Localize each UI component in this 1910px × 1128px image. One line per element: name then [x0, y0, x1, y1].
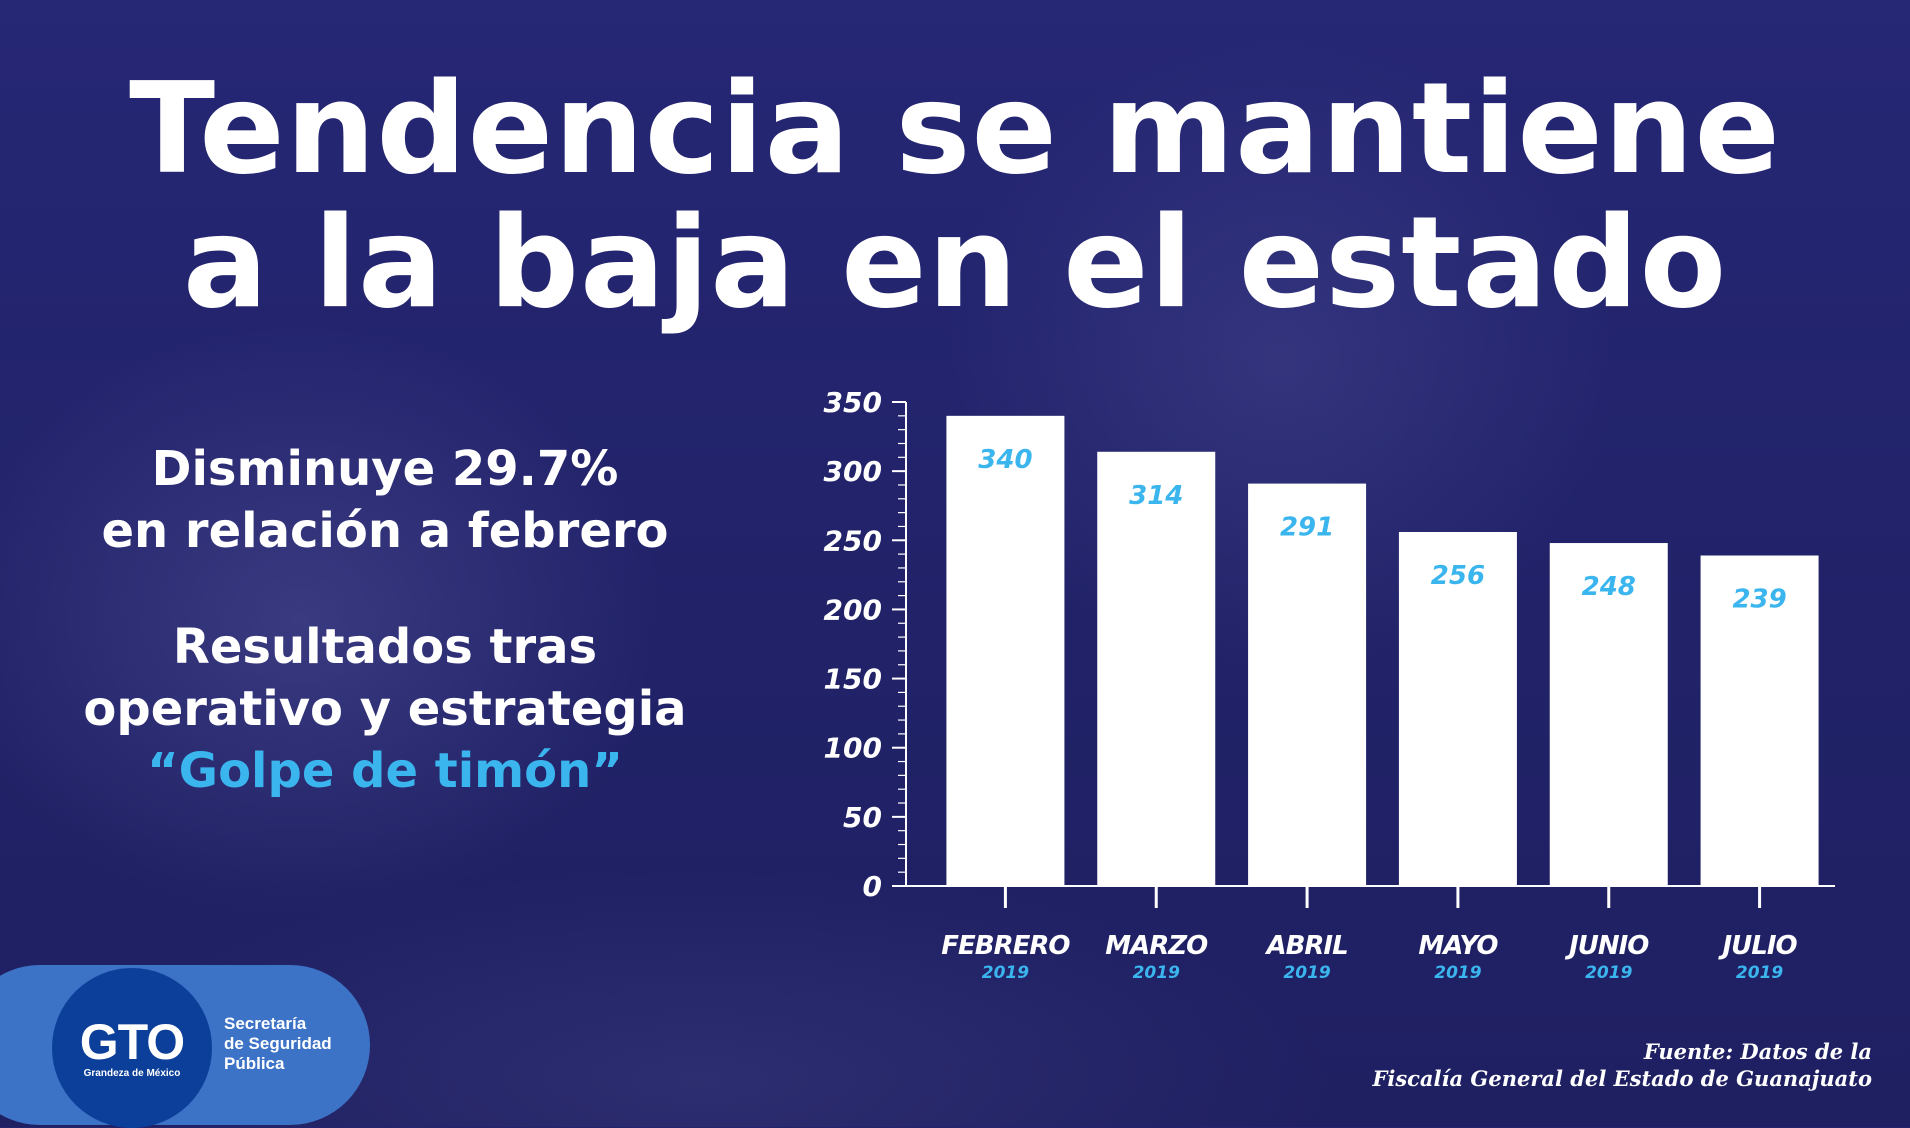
bar	[1398, 531, 1517, 886]
page-title: Tendencia se mantiene a la baja en el es…	[0, 62, 1910, 330]
x-year-label: 2019	[982, 963, 1029, 983]
x-category-label: FEBRERO	[941, 931, 1070, 961]
y-tick-label: 150	[824, 663, 882, 696]
gto-logo-circle	[52, 968, 212, 1128]
x-year-label: 2019	[1283, 963, 1330, 983]
x-category-label: MAYO	[1418, 931, 1498, 961]
source-line-2: Fiscalía General del Estado de Guanajuat…	[1372, 1066, 1872, 1091]
x-year-label: 2019	[1133, 963, 1180, 983]
agency-line-2: de Seguridad	[224, 1034, 332, 1053]
bar	[1549, 543, 1668, 886]
results-statement: Resultados tras operativo y estrategia “…	[60, 616, 710, 802]
agency-line-1: Secretaría	[224, 1014, 307, 1033]
y-tick-label: 100	[824, 732, 882, 765]
bar-value-label: 314	[1129, 481, 1183, 511]
x-year-label: 2019	[1434, 963, 1481, 983]
bar	[1700, 555, 1819, 886]
title-line-1: Tendencia se mantiene	[129, 55, 1781, 202]
x-category-label: MARZO	[1105, 931, 1208, 961]
bar-value-label: 256	[1431, 561, 1485, 591]
agency-line-3: Pública	[224, 1054, 285, 1073]
decrease-line-1: Disminuye 29.7%	[151, 441, 619, 497]
x-category-label: JUNIO	[1564, 931, 1649, 961]
y-tick-label: 50	[843, 801, 882, 834]
agency-name: Secretaría de Seguridad Pública	[224, 1014, 332, 1074]
bar	[946, 415, 1065, 886]
decrease-line-2: en relación a febrero	[101, 503, 669, 559]
strategy-name: “Golpe de timón”	[147, 743, 623, 799]
y-tick-label: 0	[863, 870, 882, 903]
y-tick-label: 350	[824, 386, 882, 419]
bar-value-label: 239	[1732, 584, 1786, 614]
results-line-2: operativo y estrategia	[83, 681, 687, 737]
y-tick-label: 200	[824, 593, 882, 626]
x-category-label: JULIO	[1718, 931, 1798, 961]
bar-value-label: 248	[1582, 572, 1636, 602]
source-note: Fuente: Datos de la Fiscalía General del…	[1372, 1038, 1872, 1092]
gto-logo: GTO	[79, 1014, 185, 1070]
decrease-statement: Disminuye 29.7% en relación a febrero	[60, 438, 710, 562]
x-category-label: ABRIL	[1264, 931, 1347, 961]
bar	[1248, 483, 1367, 886]
y-tick-label: 250	[824, 524, 882, 557]
bar-value-label: 340	[978, 445, 1032, 475]
x-year-label: 2019	[1585, 963, 1632, 983]
y-tick-label: 300	[824, 455, 882, 488]
bar	[1097, 451, 1216, 886]
results-line-1: Resultados tras	[172, 619, 598, 675]
gto-tagline: Grandeza de México	[83, 1068, 181, 1079]
title-line-2: a la baja en el estado	[182, 189, 1728, 336]
x-year-label: 2019	[1736, 963, 1783, 983]
bar-value-label: 291	[1280, 513, 1334, 543]
source-line-1: Fuente: Datos de la	[1643, 1039, 1872, 1064]
